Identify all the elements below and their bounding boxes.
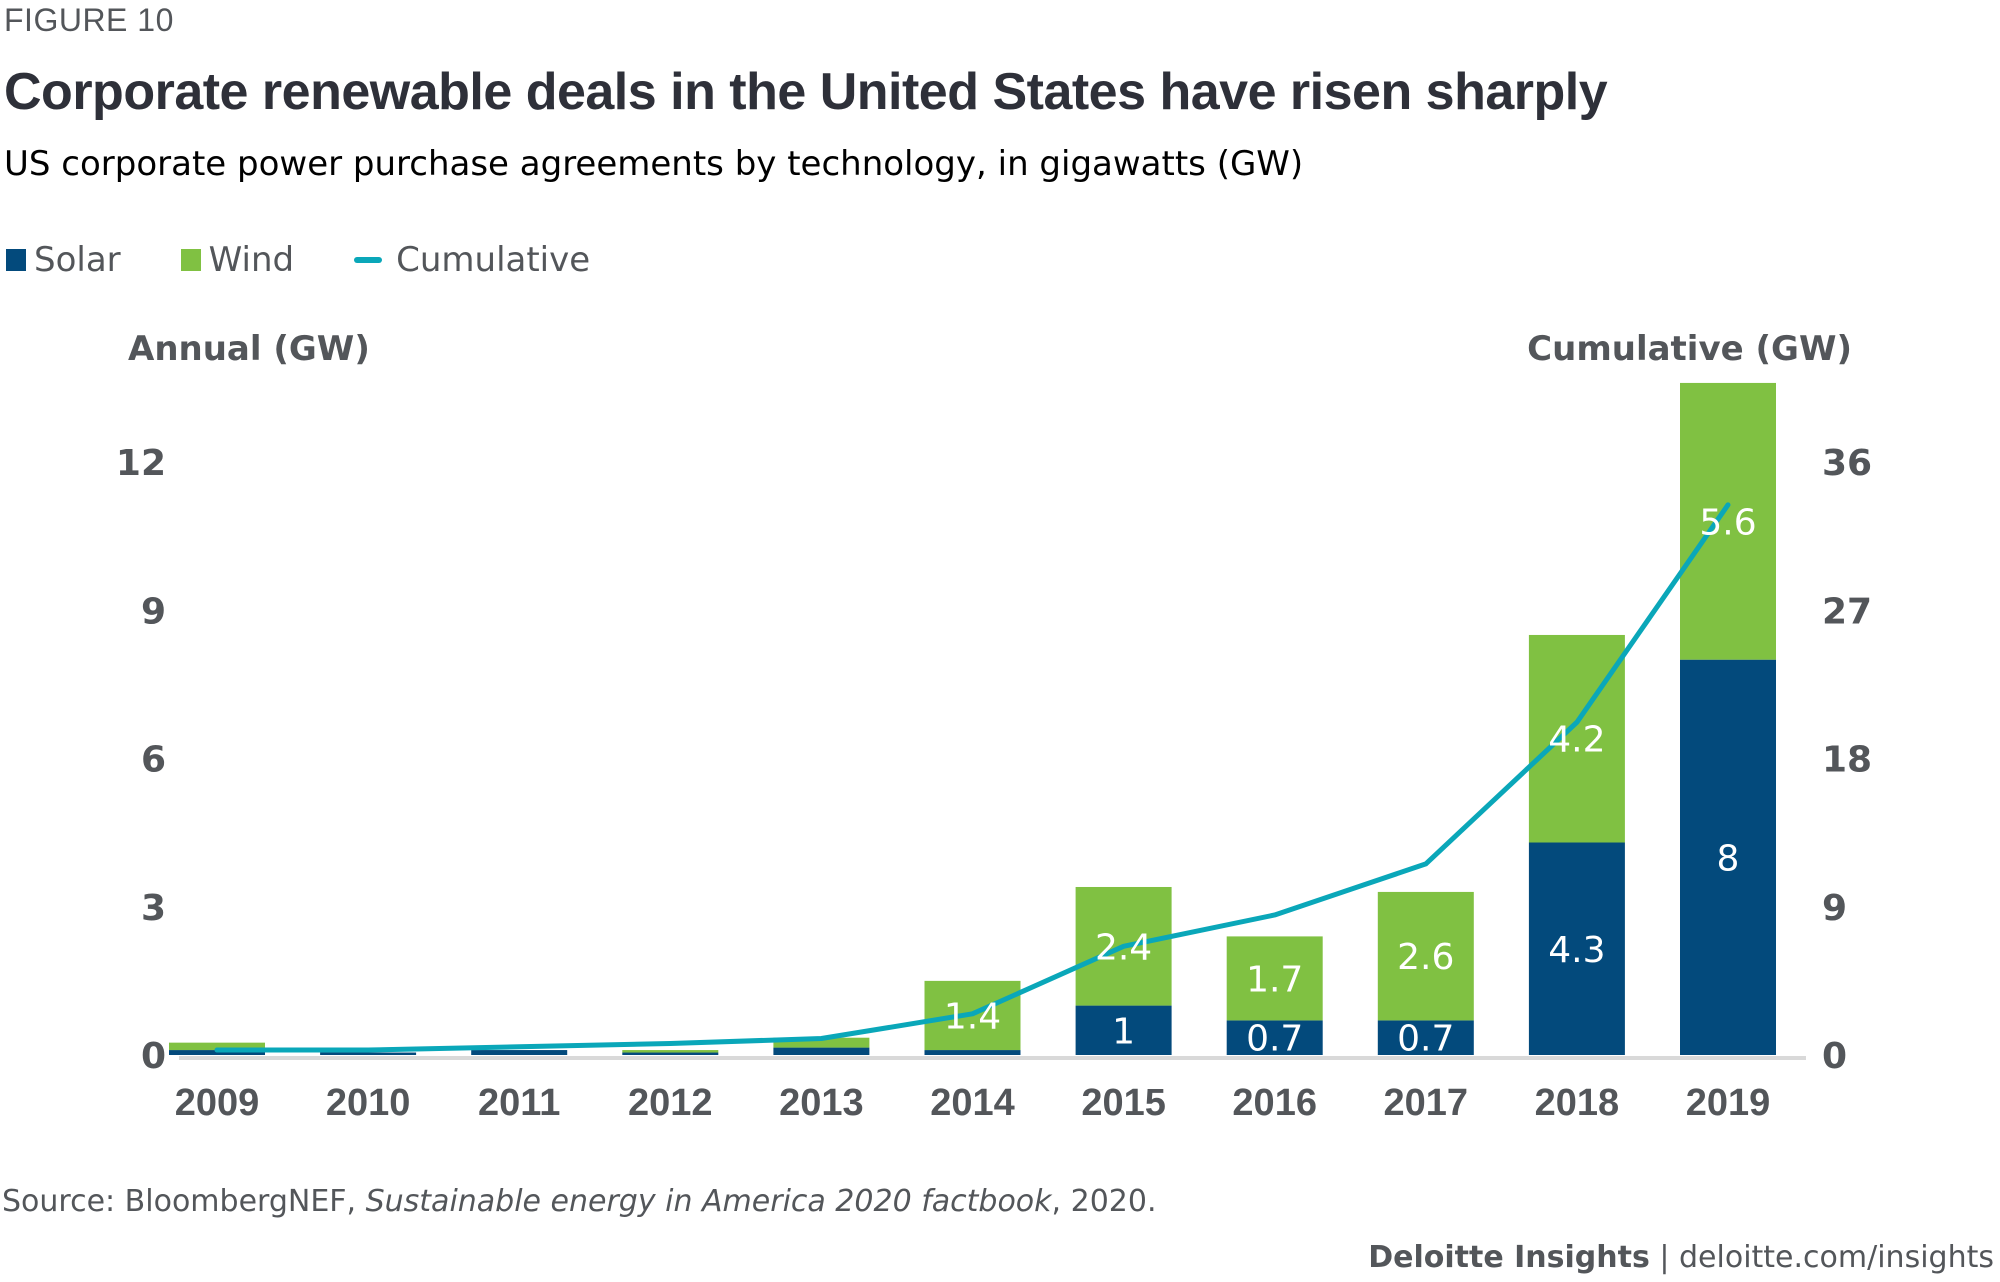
footer-separator: | <box>1649 1240 1679 1275</box>
y-axis-title-left: Annual (GW) <box>128 329 370 369</box>
x-tick-2015: 2015 <box>1081 1082 1166 1124</box>
data-label-wind-2017: 2.6 <box>1397 937 1454 978</box>
x-tick-2012: 2012 <box>628 1082 713 1124</box>
y-tick-left-6: 6 <box>141 740 166 781</box>
bars-group <box>169 382 1776 1055</box>
y-axis-right: 0 9 18 27 36 <box>1822 443 1872 1077</box>
bar-solar-2017 <box>1377 1020 1474 1055</box>
bar-solar-2019 <box>1680 659 1776 1055</box>
x-tick-2010: 2010 <box>326 1082 411 1124</box>
x-tick-2016: 2016 <box>1232 1082 1317 1124</box>
cumulative-line-group <box>214 502 1731 1053</box>
x-axis: 2009 2010 2011 2012 2013 2014 2015 2016 2017 2018… <box>175 1082 1771 1124</box>
footer: Deloitte Insights | deloitte.com/insight… <box>1368 1240 1994 1275</box>
bar-solar-2012 <box>622 1052 719 1055</box>
y-tick-left-0: 0 <box>141 1036 166 1077</box>
y-tick-left-3: 3 <box>141 888 166 929</box>
data-label-solar-2019: 8 <box>1717 838 1740 879</box>
data-label-wind-2015: 2.4 <box>1095 927 1152 968</box>
x-tick-2011: 2011 <box>478 1082 560 1124</box>
bar-solar-2018 <box>1528 842 1625 1055</box>
y-tick-right-27: 27 <box>1822 591 1872 632</box>
footer-brand: Deloitte Insights <box>1368 1240 1650 1275</box>
data-label-wind-2018: 4.2 <box>1548 720 1605 761</box>
legend-item-wind: Wind <box>180 240 295 280</box>
data-label-solar-2015: 1 <box>1112 1011 1135 1052</box>
chart-subtitle: US corporate power purchase agreements b… <box>4 144 1304 184</box>
source-title: Sustainable energy in America 2020 factb… <box>365 1184 1052 1219</box>
cumulative-line <box>214 502 1731 1053</box>
bar-labels-group: 1.4 1 2.4 0.7 1.7 0.7 2.6 4.3 4.2 8 5.6 <box>944 502 1757 1059</box>
x-tick-2019: 2019 <box>1686 1082 1771 1124</box>
bar-solar-2014 <box>924 1050 1021 1055</box>
y-tick-right-18: 18 <box>1822 740 1872 781</box>
bar-solar-2013 <box>773 1047 870 1055</box>
y-axis-left: 0 3 6 9 12 <box>116 443 166 1077</box>
bar-solar-2010 <box>320 1052 417 1055</box>
data-label-solar-2018: 4.3 <box>1548 930 1605 971</box>
data-label-solar-2017: 0.7 <box>1397 1019 1454 1060</box>
legend-label-wind: Wind <box>208 240 295 280</box>
bar-wind-2017 <box>1377 891 1474 1021</box>
data-label-wind-2014: 1.4 <box>944 996 1001 1037</box>
chart-title: Corporate renewable deals in the United … <box>4 63 1608 121</box>
x-tick-2013: 2013 <box>779 1082 864 1124</box>
bar-wind-2019 <box>1680 382 1776 660</box>
bar-solar-2011 <box>471 1050 568 1055</box>
bar-wind-2012 <box>622 1050 719 1053</box>
x-tick-2017: 2017 <box>1384 1082 1469 1124</box>
legend-label-cumulative: Cumulative <box>396 240 591 280</box>
legend-item-solar: Solar <box>6 240 121 280</box>
footer-url[interactable]: deloitte.com/insights <box>1679 1240 1994 1275</box>
legend-swatch-solar <box>6 249 26 271</box>
y-tick-left-9: 9 <box>141 591 166 632</box>
bar-wind-2016 <box>1226 936 1323 1021</box>
source-prefix: Source: BloombergNEF, <box>2 1184 366 1219</box>
data-label-solar-2016: 0.7 <box>1246 1019 1303 1060</box>
bar-wind-2009 <box>169 1042 265 1051</box>
legend: Solar Wind Cumulative <box>6 240 650 280</box>
y-tick-right-0: 0 <box>1822 1036 1847 1077</box>
legend-item-cumulative: Cumulative <box>354 240 590 280</box>
bar-wind-2018 <box>1528 634 1625 843</box>
y-axis-title-right: Cumulative (GW) <box>1527 329 1852 369</box>
y-tick-left-12: 12 <box>116 443 166 484</box>
x-tick-2018: 2018 <box>1535 1082 1620 1124</box>
x-tick-2014: 2014 <box>930 1082 1015 1124</box>
source-suffix: , 2020. <box>1051 1184 1157 1219</box>
legend-swatch-wind <box>180 249 201 271</box>
y-tick-right-36: 36 <box>1822 443 1872 484</box>
bar-wind-2013 <box>773 1037 870 1048</box>
y-tick-right-9: 9 <box>1822 888 1847 929</box>
legend-swatch-cumulative <box>354 257 383 263</box>
source-note: Source: BloombergNEF, Sustainable energy… <box>2 1184 1157 1219</box>
bar-solar-2015 <box>1075 1005 1172 1055</box>
x-tick-2009: 2009 <box>175 1082 260 1124</box>
data-label-wind-2016: 1.7 <box>1246 959 1303 1000</box>
data-label-wind-2019: 5.6 <box>1699 502 1756 543</box>
figure-label: FIGURE 10 <box>4 2 174 38</box>
legend-label-solar: Solar <box>34 240 121 280</box>
bar-solar-2016 <box>1226 1020 1323 1055</box>
